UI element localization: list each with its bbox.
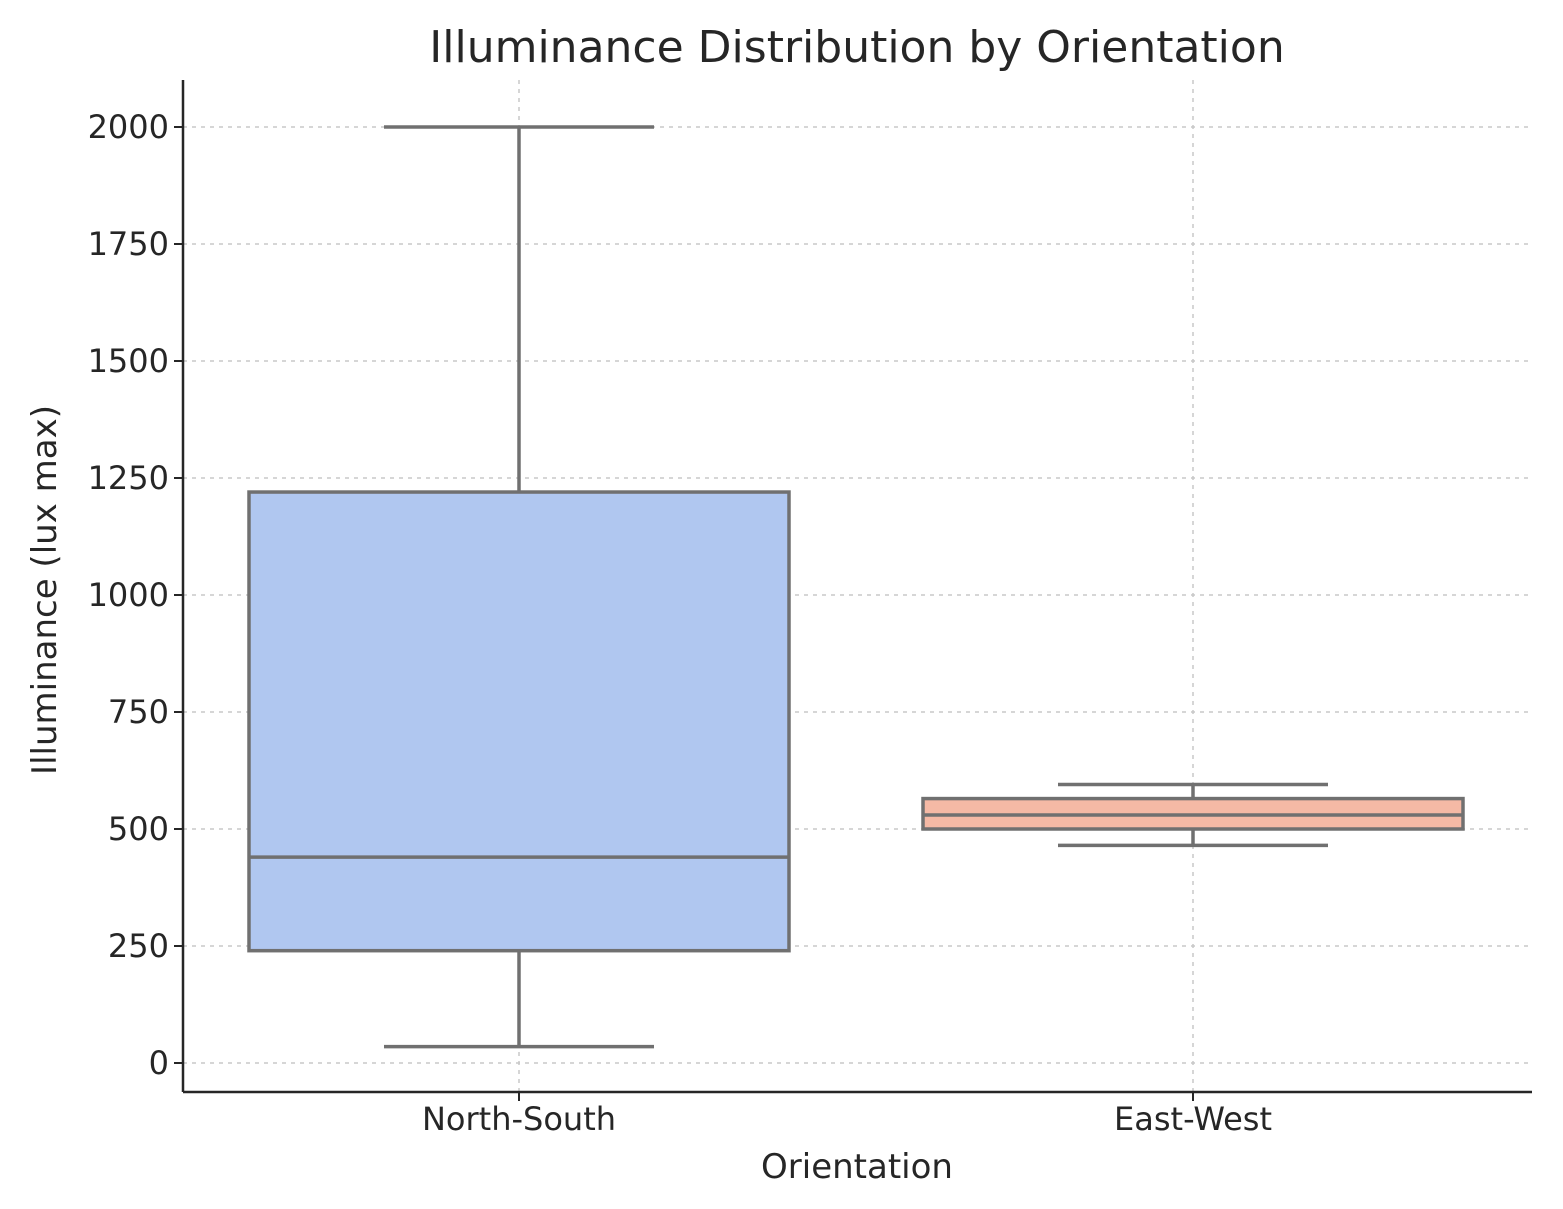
axis-layer (181, 80, 1532, 1094)
box-group (247, 125, 791, 1049)
y-tick-label: 1250 (88, 459, 169, 497)
y-tick-label: 0 (149, 1044, 169, 1082)
iqr-box (247, 490, 791, 953)
y-tick-label: 500 (108, 810, 169, 848)
y-tick-label: 1500 (88, 342, 169, 380)
y-tick-label: 1750 (88, 225, 169, 263)
chart-title: Illuminance Distribution by Orientation (429, 22, 1284, 73)
y-tick-label: 750 (108, 693, 169, 731)
x-tick-label: East-West (1114, 1100, 1272, 1138)
tick-layer: 0 250 500 750 1000 1250 1500 1750 2000 North-Sout… (88, 108, 1272, 1138)
y-tick-label: 2000 (88, 108, 169, 146)
x-axis-label: Orientation (761, 1147, 953, 1187)
y-tick-label: 1000 (88, 576, 169, 614)
box-layer (247, 125, 1465, 1049)
y-axis-label: Illuminance (lux max) (25, 405, 65, 775)
y-tick-label: 250 (108, 927, 169, 965)
box-group (921, 782, 1465, 848)
x-tick-label: North-South (422, 1100, 616, 1138)
